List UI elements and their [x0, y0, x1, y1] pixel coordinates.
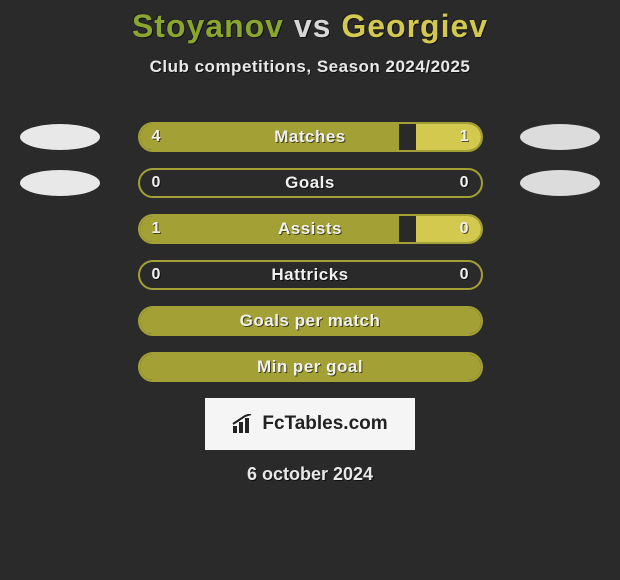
subtitle: Club competitions, Season 2024/2025: [0, 57, 620, 77]
stat-row: Goals per match: [0, 306, 620, 336]
player1-badge: [20, 124, 100, 150]
stat-bar: 4 1 Matches: [138, 122, 483, 152]
player1-name: Stoyanov: [132, 8, 284, 44]
player2-name: Georgiev: [341, 8, 488, 44]
date-text: 6 october 2024: [0, 464, 620, 485]
stat-bar: Goals per match: [138, 306, 483, 336]
right-value: 0: [460, 266, 469, 284]
chart-icon: [232, 414, 256, 434]
stat-row: 1 0 Assists: [0, 214, 620, 244]
left-value: 1: [152, 220, 161, 238]
player1-badge: [20, 170, 100, 196]
stat-label: Assists: [278, 219, 342, 239]
left-value: 0: [152, 174, 161, 192]
stat-rows: 4 1 Matches 0 0 Goals 1 0 Assists 0 0 Hattricks Goal…: [0, 122, 620, 382]
stat-row: 4 1 Matches: [0, 122, 620, 152]
stat-row: 0 0 Goals: [0, 168, 620, 198]
stat-bar: Min per goal: [138, 352, 483, 382]
right-value: 0: [460, 174, 469, 192]
stat-label: Goals per match: [240, 311, 381, 331]
player2-badge: [520, 170, 600, 196]
stat-label: Matches: [274, 127, 346, 147]
stat-label: Hattricks: [271, 265, 348, 285]
stat-label: Min per goal: [257, 357, 363, 377]
stat-label: Goals: [285, 173, 335, 193]
stat-bar: 0 0 Hattricks: [138, 260, 483, 290]
brand-box: FcTables.com: [205, 398, 415, 450]
brand-text: FcTables.com: [262, 413, 387, 435]
comparison-infographic: Stoyanov vs Georgiev Club competitions, …: [0, 0, 620, 485]
stat-row: 0 0 Hattricks: [0, 260, 620, 290]
bar-fill-left: [140, 216, 399, 242]
right-value: 0: [460, 220, 469, 238]
bar-fill-left: [140, 124, 399, 150]
left-value: 0: [152, 266, 161, 284]
vs-text: vs: [294, 8, 332, 44]
stat-bar: 1 0 Assists: [138, 214, 483, 244]
right-value: 1: [460, 128, 469, 146]
stat-row: Min per goal: [0, 352, 620, 382]
title: Stoyanov vs Georgiev: [0, 8, 620, 45]
stat-bar: 0 0 Goals: [138, 168, 483, 198]
player2-badge: [520, 124, 600, 150]
bar-fill-right: [416, 216, 481, 242]
left-value: 4: [152, 128, 161, 146]
bar-fill-right: [416, 124, 481, 150]
